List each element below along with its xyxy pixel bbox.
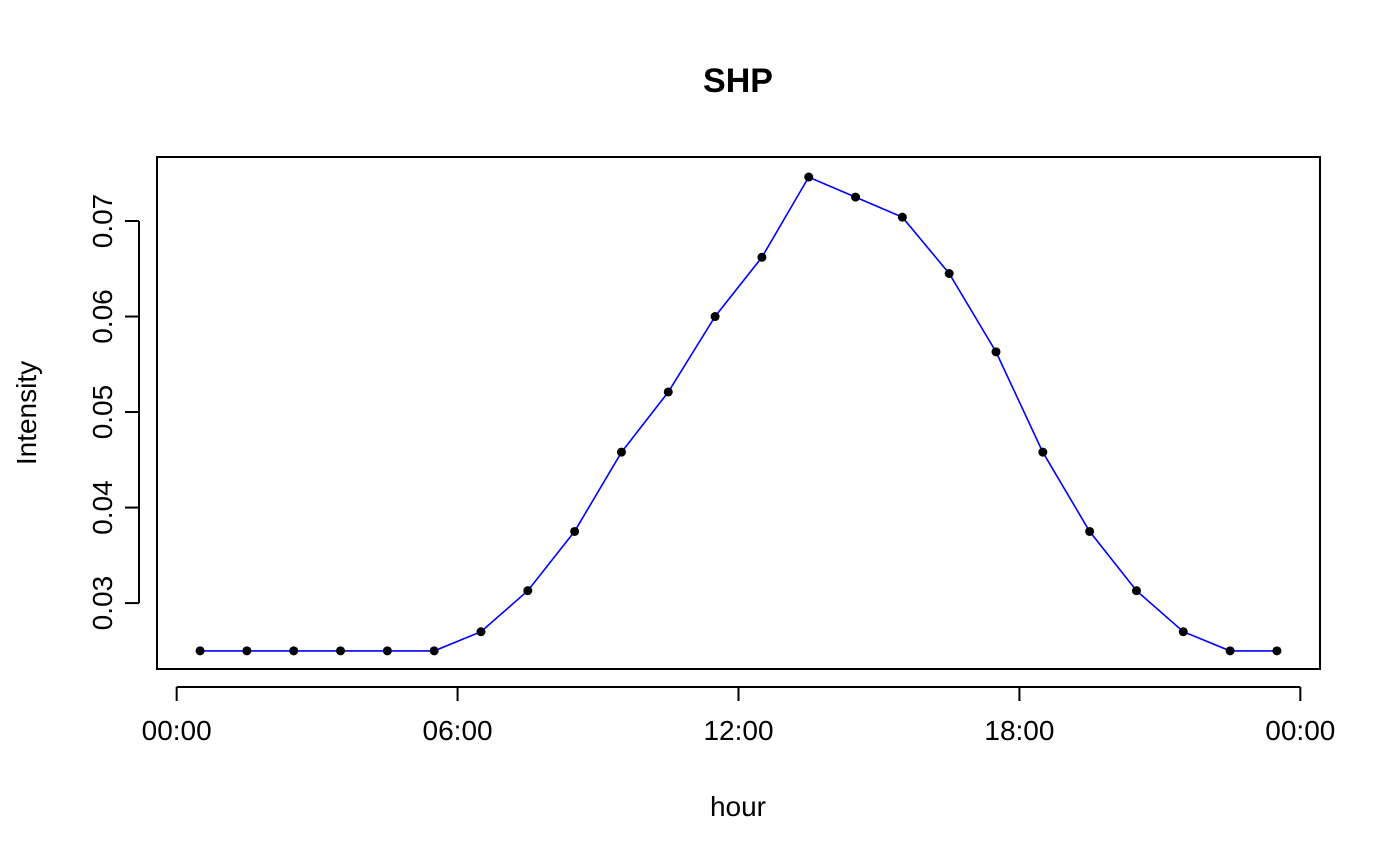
data-point (616, 447, 626, 457)
y-tick-label: 0.05 (87, 385, 118, 440)
y-tick-label: 0.03 (87, 576, 118, 631)
x-tick-label: 18:00 (984, 715, 1054, 746)
data-point (382, 646, 392, 656)
data-point (1178, 627, 1188, 637)
data-point (944, 269, 954, 279)
series-layer (195, 172, 1282, 656)
data-point (1085, 526, 1095, 536)
plot-frame (156, 156, 1321, 670)
chart-title: SHP (703, 62, 773, 100)
x-tick-label: 12:00 (703, 715, 773, 746)
x-axis: 00:00 06:00 12:00 18:00 00:00 (142, 686, 1335, 746)
data-point (1038, 447, 1048, 457)
data-point (570, 526, 580, 536)
data-point (757, 252, 767, 262)
data-point (663, 387, 673, 397)
series-line (200, 176, 1277, 652)
x-tick-label: 00:00 (142, 715, 212, 746)
data-point (897, 212, 907, 222)
data-point (476, 627, 486, 637)
data-point (523, 586, 533, 596)
data-point (804, 172, 814, 182)
y-tick-label: 0.06 (87, 289, 118, 344)
data-point (242, 646, 252, 656)
data-point (851, 192, 861, 202)
y-tick-label: 0.04 (87, 480, 118, 534)
data-point (195, 646, 205, 656)
x-tick-label: 06:00 (423, 715, 493, 746)
data-point (1131, 586, 1141, 596)
data-point (710, 312, 720, 322)
data-point (289, 646, 299, 656)
y-tick-label: 0.07 (87, 194, 118, 249)
data-point (1225, 646, 1235, 656)
x-axis-label: hour (710, 791, 766, 822)
y-axis-label: Intensity (11, 361, 42, 465)
data-point (991, 347, 1001, 357)
y-axis: 0.03 0.04 0.05 0.06 0.07 (87, 194, 140, 631)
data-point (429, 646, 439, 656)
data-point (336, 646, 346, 656)
x-tick-label: 00:00 (1265, 715, 1335, 746)
data-point (1272, 646, 1282, 656)
